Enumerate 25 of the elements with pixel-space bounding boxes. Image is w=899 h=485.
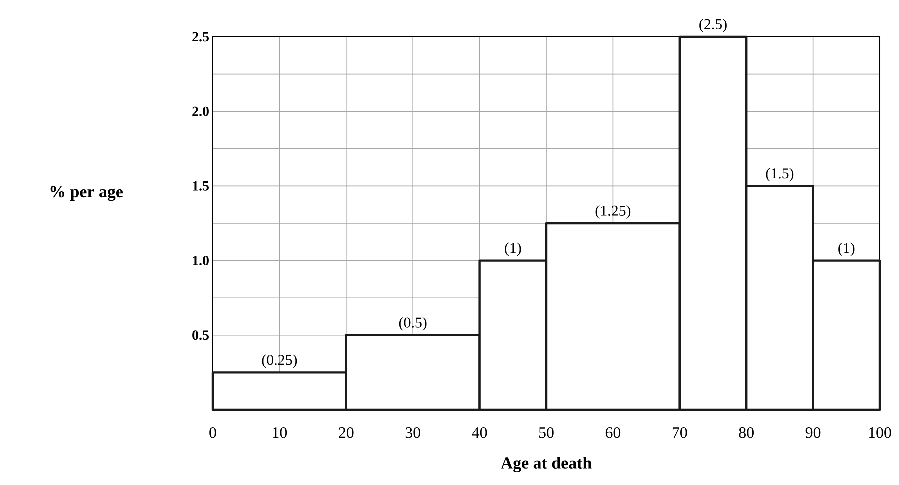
data-label: (0.25) xyxy=(262,354,298,368)
y-tick-label: 1.0 xyxy=(193,256,209,266)
x-tick-label: 10 xyxy=(273,427,288,438)
y-tick-label: 0.5 xyxy=(192,330,209,340)
x-tick-label: 50 xyxy=(539,427,554,438)
y-tick-label: 2.5 xyxy=(192,32,209,42)
x-tick-label: 40 xyxy=(472,427,488,438)
x-tick-label: 20 xyxy=(339,427,354,438)
x-tick-label: 30 xyxy=(406,427,420,438)
data-label: (1.5) xyxy=(766,168,794,182)
x-tick-label: 60 xyxy=(606,427,621,438)
x-tick-label: 70 xyxy=(672,427,688,438)
data-label: (0.5) xyxy=(399,317,427,331)
y-axis-title: % per age xyxy=(50,186,123,202)
x-tick-label: 80 xyxy=(739,427,754,438)
y-tick-label: 2.0 xyxy=(192,106,209,116)
x-axis-title: Age at death xyxy=(501,457,592,473)
data-label: (1) xyxy=(505,242,522,256)
y-tick-label: 1.5 xyxy=(193,181,209,191)
x-tick-label: 0 xyxy=(210,427,216,438)
data-label: (1) xyxy=(838,242,855,256)
data-label: (1.25) xyxy=(596,205,631,219)
x-tick-label: 90 xyxy=(806,427,821,438)
x-tick-label: 100 xyxy=(869,427,892,438)
data-label: (2.5) xyxy=(700,18,727,32)
